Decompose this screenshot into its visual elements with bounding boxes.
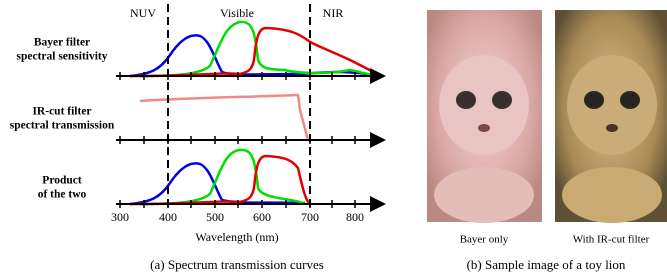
image-label: Bayer only xyxy=(460,234,509,246)
row-label: IR-cut filter xyxy=(32,106,91,118)
row-label: Product xyxy=(42,175,82,187)
x-tick-label: 300 xyxy=(111,210,129,224)
curve-ircut xyxy=(140,95,308,140)
x-tick-label: 800 xyxy=(346,210,364,224)
x-tick-label: 400 xyxy=(159,210,177,224)
region-label: Visible xyxy=(220,6,254,20)
image-ircut xyxy=(555,10,667,223)
figure: NUV Visible NIR Bayer filter spectral se… xyxy=(0,0,667,280)
row-label: spectral sensitivity xyxy=(16,51,107,63)
row-label: spectral transmission xyxy=(10,120,115,132)
x-tick-label: 700 xyxy=(301,210,319,224)
x-tick-label: 600 xyxy=(253,210,271,224)
x-tick-label: 500 xyxy=(206,210,224,224)
caption: (a) Spectrum transmission curves xyxy=(150,257,324,272)
curves-product xyxy=(130,150,310,204)
region-label: NIR xyxy=(323,6,344,20)
row-label: of the two xyxy=(38,189,87,201)
image-label: With IR-cut filter xyxy=(573,234,650,246)
image-bayer xyxy=(427,10,542,223)
x-axis-label: Wavelength (nm) xyxy=(195,230,278,244)
caption: (b) Sample image of a toy lion xyxy=(467,257,626,272)
row-label: Bayer filter xyxy=(34,37,90,49)
region-label: NUV xyxy=(130,6,156,20)
